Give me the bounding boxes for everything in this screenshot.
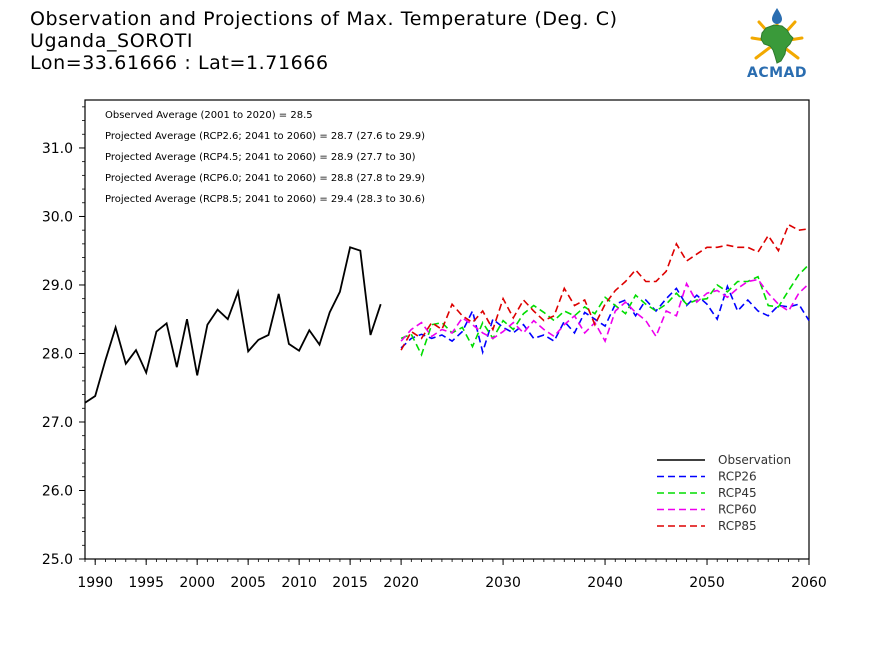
- stat-annotation: Projected Average (RCP8.5; 2041 to 2060)…: [105, 194, 425, 205]
- x-tick-label: 2060: [791, 575, 827, 591]
- legend-label: Observation: [718, 453, 791, 467]
- legend-item-rcp60: RCP60: [657, 503, 757, 517]
- chart-axes: 25.0 26.0 27.0 28.0 29.0 30.0 31.0 1990 1995 2000…: [42, 99, 827, 591]
- y-tick-label: 31.0: [42, 141, 73, 157]
- stat-annotation: Projected Average (RCP6.0; 2041 to 2060)…: [105, 173, 425, 184]
- acmad-logo: ACMAD: [738, 8, 816, 84]
- coordinates: Lon=33.61666 : Lat=1.71666: [30, 52, 329, 74]
- legend-label: RCP45: [718, 486, 757, 500]
- acmad-logo-emblem: [750, 8, 804, 64]
- location-name: Uganda_SOROTI: [30, 30, 194, 52]
- series-line-rcp60: [400, 278, 810, 344]
- series-line-rcp26: [400, 283, 810, 356]
- y-tick-label: 28.0: [42, 346, 73, 362]
- y-tick-label: 30.0: [42, 209, 73, 225]
- legend-label: RCP26: [718, 470, 757, 484]
- africa-map-icon: [760, 24, 794, 64]
- legend-item-observation: Observation: [657, 453, 791, 467]
- plot-frame: [84, 99, 810, 560]
- x-tick-label: 2020: [383, 575, 419, 591]
- chart-title: Observation and Projections of Max. Temp…: [30, 8, 618, 30]
- legend-label: RCP85: [718, 519, 757, 533]
- legend-item-rcp26: RCP26: [657, 470, 757, 484]
- y-tick-label: 26.0: [42, 483, 73, 499]
- chart-annotations: Observed Average (2001 to 2020) = 28.5 Pr…: [105, 110, 425, 205]
- chart-legend: Observation RCP26 RCP45 RCP60 RCP85: [657, 453, 791, 533]
- water-drop-icon: [772, 8, 782, 24]
- y-tick-label: 29.0: [42, 278, 73, 294]
- legend-label: RCP60: [718, 503, 757, 517]
- x-tick-label: 1995: [128, 575, 164, 591]
- acmad-logo-text: ACMAD: [747, 65, 807, 81]
- stat-annotation: Projected Average (RCP4.5; 2041 to 2060)…: [105, 152, 416, 163]
- stat-annotation: Projected Average (RCP2.6; 2041 to 2060)…: [105, 131, 425, 142]
- series-line-rcp85: [400, 223, 810, 351]
- series-line-rcp45: [400, 263, 810, 357]
- y-tick-label: 27.0: [42, 415, 73, 431]
- x-tick-label: 1990: [77, 575, 113, 591]
- legend-item-rcp45: RCP45: [657, 486, 757, 500]
- x-tick-label: 2010: [281, 575, 317, 591]
- x-tick-label: 2050: [689, 575, 725, 591]
- x-tick-label: 2000: [179, 575, 215, 591]
- series-line-observation: [84, 246, 382, 404]
- legend-item-rcp85: RCP85: [657, 519, 757, 533]
- chart-title-block: Observation and Projections of Max. Temp…: [30, 8, 618, 74]
- chart-series: [84, 223, 810, 404]
- x-tick-label: 2005: [230, 575, 266, 591]
- y-tick-label: 25.0: [42, 552, 73, 568]
- x-tick-label: 2040: [587, 575, 623, 591]
- x-tick-label: 2015: [332, 575, 368, 591]
- stat-annotation: Observed Average (2001 to 2020) = 28.5: [105, 110, 313, 121]
- x-tick-label: 2030: [485, 575, 521, 591]
